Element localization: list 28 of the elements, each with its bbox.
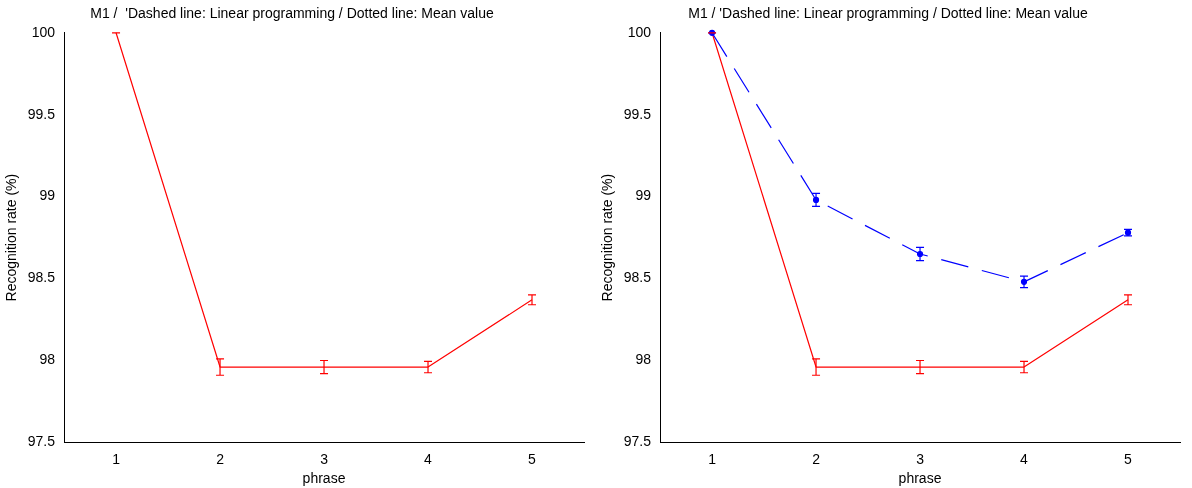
chart-title: M1 / 'Dashed line: Linear programming / Dotted line: Mean value	[688, 5, 1088, 22]
x-tick-label: 5	[528, 450, 537, 467]
y-tick-label: 99	[39, 187, 56, 204]
x-tick-label: 1	[112, 450, 121, 467]
x-tick-label: 2	[216, 450, 225, 467]
x-tick-label: 5	[1124, 450, 1133, 467]
x-axis-title: phrase	[302, 470, 346, 487]
x-tick-label: 4	[424, 450, 433, 467]
x-tick-label: 4	[1020, 450, 1029, 467]
x-tick-label: 3	[320, 450, 329, 467]
x-axis-title: phrase	[898, 470, 942, 487]
y-tick-label: 99.5	[27, 105, 56, 122]
x-tick-label: 1	[708, 450, 717, 467]
y-tick-label: 97.5	[27, 433, 56, 450]
y-tick-label: 98	[39, 351, 56, 368]
y-tick-label: 99.5	[623, 105, 652, 122]
y-axis-title: Recognition rate (%)	[599, 173, 616, 302]
y-tick-label: 100	[31, 23, 56, 40]
y-tick-label: 97.5	[623, 433, 652, 450]
y-tick-label: 98.5	[623, 269, 652, 286]
y-tick-label: 99	[635, 187, 652, 204]
y-axis-title: Recognition rate (%)	[3, 173, 20, 302]
y-tick-label: 98.5	[27, 269, 56, 286]
y-tick-label: 98	[635, 351, 652, 368]
chart-title: M1 / 'Dashed line: Linear programming / Dotted line: Mean value	[90, 5, 494, 22]
y-tick-label: 100	[627, 23, 652, 40]
x-tick-label: 2	[812, 450, 821, 467]
x-tick-label: 3	[916, 450, 925, 467]
